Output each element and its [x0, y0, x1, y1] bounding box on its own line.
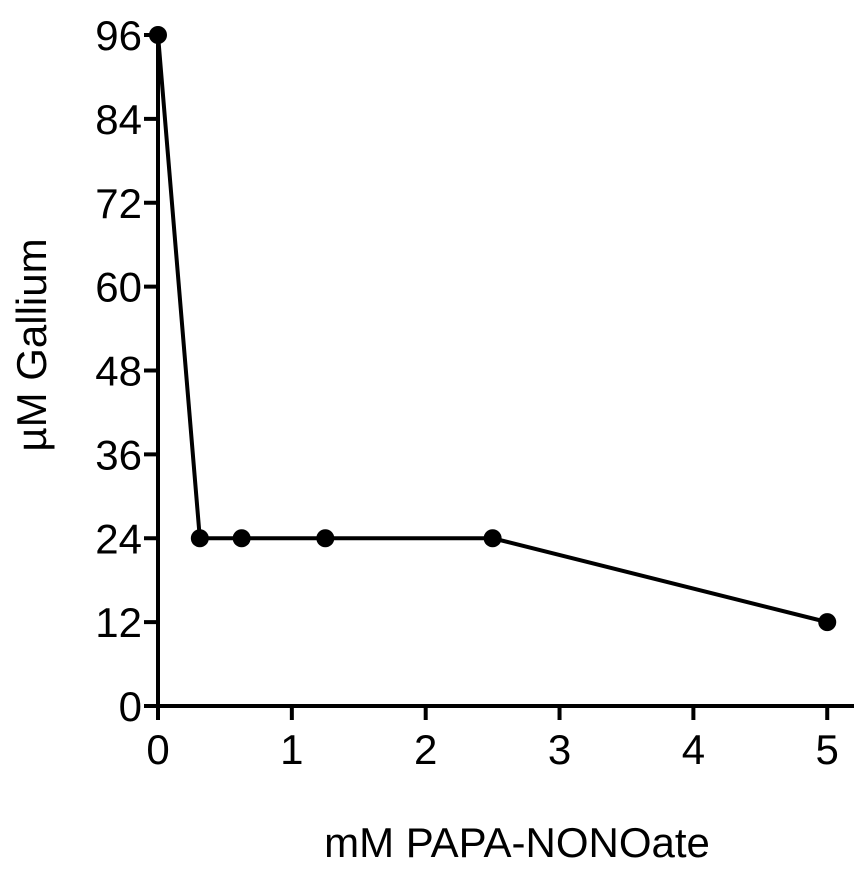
y-tick-label: 84 — [95, 96, 142, 143]
y-tick-label: 48 — [95, 348, 142, 395]
x-axis-ticks: 0 1 2 3 4 5 — [146, 706, 839, 773]
y-tick-label: 12 — [95, 599, 142, 646]
x-tick-label: 4 — [682, 726, 705, 773]
data-point — [190, 529, 209, 548]
y-tick-label: 0 — [119, 683, 142, 730]
y-tick-label: 24 — [95, 515, 142, 562]
y-tick-label: 60 — [95, 264, 142, 311]
y-axis-title: µM Gallium — [8, 238, 55, 451]
y-tick-label: 96 — [95, 12, 142, 59]
x-tick-label: 1 — [280, 726, 303, 773]
y-axis-ticks: 0 12 24 36 48 60 72 84 96 — [95, 12, 158, 730]
series-layer — [149, 26, 837, 632]
data-point — [483, 529, 502, 548]
data-point — [232, 529, 251, 548]
series-line — [156, 34, 828, 625]
data-point — [149, 26, 167, 44]
y-tick-label: 36 — [95, 431, 142, 478]
x-tick-label: 5 — [816, 726, 839, 773]
data-point — [818, 613, 837, 632]
x-tick-label: 2 — [414, 726, 437, 773]
x-tick-label: 3 — [548, 726, 571, 773]
x-tick-label: 0 — [146, 726, 169, 773]
y-tick-label: 72 — [95, 180, 142, 227]
x-axis-title: mM PAPA-NONOate — [324, 819, 710, 866]
data-point — [316, 529, 335, 548]
